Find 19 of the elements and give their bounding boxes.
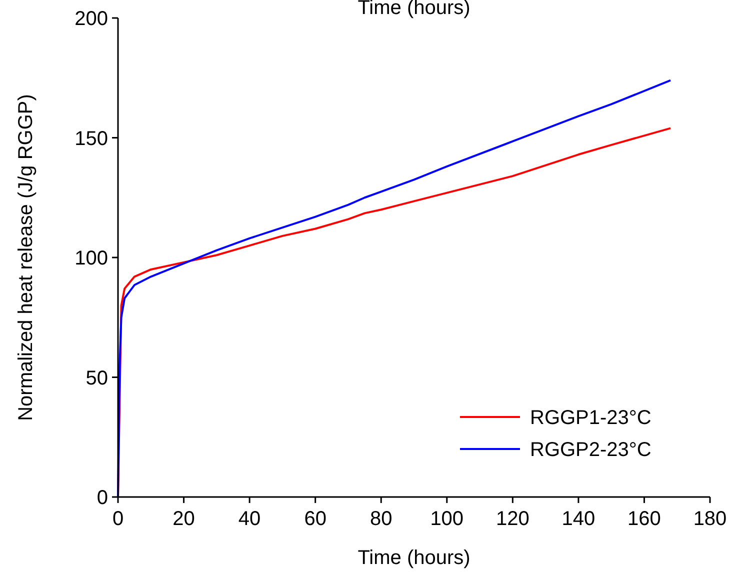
x-tick-label: 160 (628, 508, 661, 530)
x-tick-label: 140 (562, 508, 596, 530)
y-axis-title: Normalized heat release (J/g RGGP) (15, 94, 37, 421)
x-tick-label: 20 (172, 508, 195, 530)
y-tick-label: 150 (74, 128, 108, 150)
x-axis-title: Time (hours) (358, 547, 470, 569)
x-tick-label: 80 (370, 508, 392, 530)
x-tick-label: 120 (496, 508, 530, 530)
legend-label: RGGP1-23°C (530, 407, 652, 429)
y-tick-label: 50 (86, 367, 108, 390)
x-tick-label: 60 (304, 508, 326, 530)
y-tick-label: 100 (74, 248, 108, 270)
x-tick-label: 0 (112, 508, 124, 530)
y-tick-label: 200 (74, 8, 108, 30)
legend-label: RGGP2-23°C (530, 439, 652, 461)
x-tick-label: 180 (693, 508, 727, 530)
x-tick-label: 40 (238, 508, 261, 530)
x-tick-label: 100 (430, 508, 464, 530)
y-tick-label: 0 (96, 487, 108, 509)
